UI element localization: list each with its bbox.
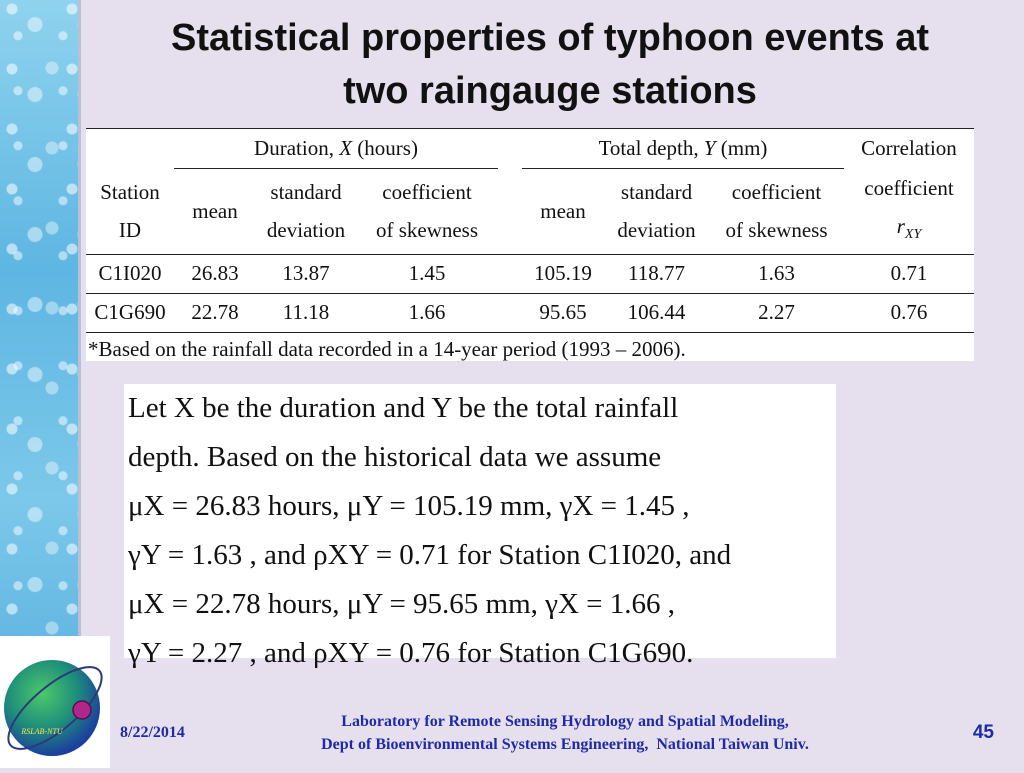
cell-dur-mean: 26.83 bbox=[191, 261, 239, 286]
header-dur-skew: coefficient of skewness bbox=[375, 180, 479, 243]
page-number: 45 bbox=[972, 722, 994, 743]
cell-dep-mean: 105.19 bbox=[534, 261, 592, 286]
header-corr-coef: coefficient rXY bbox=[864, 175, 954, 242]
cell-dur-sd: 13.87 bbox=[282, 261, 330, 286]
cell-dep-sd: 118.77 bbox=[628, 261, 685, 286]
cell-dep-skew: 1.63 bbox=[758, 261, 795, 286]
assumption-line: μX = 22.78 hours, μY = 95.65 mm, γX = 1.… bbox=[128, 588, 676, 620]
svg-text:RSLAB-NTU: RSLAB-NTU bbox=[20, 727, 64, 736]
header-dur-mean: mean bbox=[192, 198, 238, 223]
table-footnote: *Based on the rainfall data recorded in … bbox=[88, 336, 686, 361]
assumption-line: γY = 2.27 , and ρXY = 0.76 for Station C… bbox=[128, 637, 694, 669]
footer-affiliation: Laboratory for Remote Sensing Hydrology … bbox=[240, 710, 890, 756]
cell-station-id: C1G690 bbox=[94, 300, 166, 325]
rslab-logo: RSLAB-NTU bbox=[0, 636, 110, 768]
assumption-line: γY = 1.63 , and ρXY = 0.71 for Station C… bbox=[128, 539, 732, 571]
rslab-logo-icon: RSLAB-NTU bbox=[4, 660, 103, 756]
cell-dur-skew: 1.45 bbox=[408, 261, 446, 286]
cell-corr: 0.71 bbox=[890, 261, 928, 286]
cell-dep-sd: 106.44 bbox=[627, 300, 686, 325]
table-row: C1I020 26.83 13.87 1.45 105.19 118.77 1.… bbox=[86, 254, 974, 293]
cell-dur-skew: 1.66 bbox=[408, 300, 446, 325]
slide-title: Statistical properties of typhoon events… bbox=[100, 12, 1000, 118]
header-dur-std: standard deviation bbox=[266, 180, 346, 243]
header-dep-skew: coefficient of skewness bbox=[725, 180, 828, 243]
assumption-text: Let X be the duration and Y be the total… bbox=[124, 384, 836, 669]
assumption-line: depth. Based on the historical data we a… bbox=[128, 441, 662, 473]
header-dep-std: standard deviation bbox=[617, 180, 696, 243]
cell-dur-sd: 11.18 bbox=[282, 300, 330, 325]
footer-line-2: Dept of Bioenvironmental Systems Enginee… bbox=[321, 736, 809, 753]
header-dep-mean: mean bbox=[540, 198, 586, 223]
title-line-2: two raingauge stations bbox=[343, 70, 757, 112]
title-line-1: Statistical properties of typhoon events… bbox=[170, 17, 930, 59]
cell-station-id: C1I020 bbox=[98, 261, 162, 286]
statistics-table: Duration, X (hours) Total depth, Y (mm) … bbox=[86, 128, 974, 333]
cell-corr: 0.76 bbox=[890, 300, 928, 325]
footer-line-1: Laboratory for Remote Sensing Hydrology … bbox=[341, 713, 789, 730]
header-total-depth: Total depth, Y (mm) bbox=[522, 128, 844, 169]
header-correlation: Correlation bbox=[861, 136, 957, 161]
assumption-line: μX = 26.83 hours, μY = 105.19 mm, γX = 1… bbox=[128, 490, 690, 522]
statistics-table-panel: Duration, X (hours) Total depth, Y (mm) … bbox=[86, 128, 974, 361]
cell-dep-mean: 95.65 bbox=[539, 300, 587, 325]
footer-date: 8/22/2014 bbox=[120, 724, 185, 741]
header-station-id: Station ID bbox=[100, 180, 160, 243]
assumption-line: Let X be the duration and Y be the total… bbox=[128, 392, 679, 424]
table-row: C1G690 22.78 11.18 1.66 95.65 106.44 2.2… bbox=[86, 293, 974, 333]
cell-dur-mean: 22.78 bbox=[191, 300, 239, 325]
header-duration: Duration, X (hours) bbox=[174, 128, 498, 169]
cell-dep-skew: 2.27 bbox=[758, 300, 795, 325]
